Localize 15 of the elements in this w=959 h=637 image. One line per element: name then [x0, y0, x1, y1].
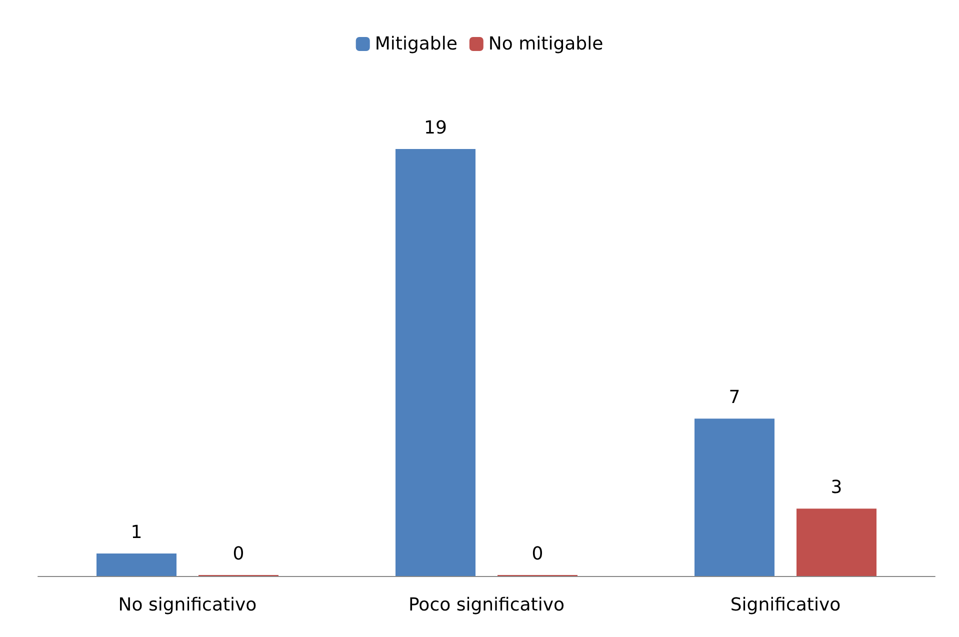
bar [396, 148, 476, 576]
x-tick-label: Poco significativo [408, 594, 565, 616]
data-label: 1 [130, 522, 142, 544]
data-label: 0 [232, 544, 244, 564]
bar [796, 508, 876, 576]
x-tick-label: Significativo [730, 594, 841, 616]
data-label: 19 [424, 117, 447, 138]
data-label: 7 [728, 387, 740, 408]
data-label: 0 [532, 544, 544, 564]
legend-label: Mitigable [374, 34, 458, 54]
bar [96, 554, 176, 576]
x-tick-label: No significativo [118, 594, 257, 616]
legend-label: No mitigable [488, 34, 604, 54]
data-label: 3 [830, 477, 842, 498]
bar [694, 418, 774, 576]
